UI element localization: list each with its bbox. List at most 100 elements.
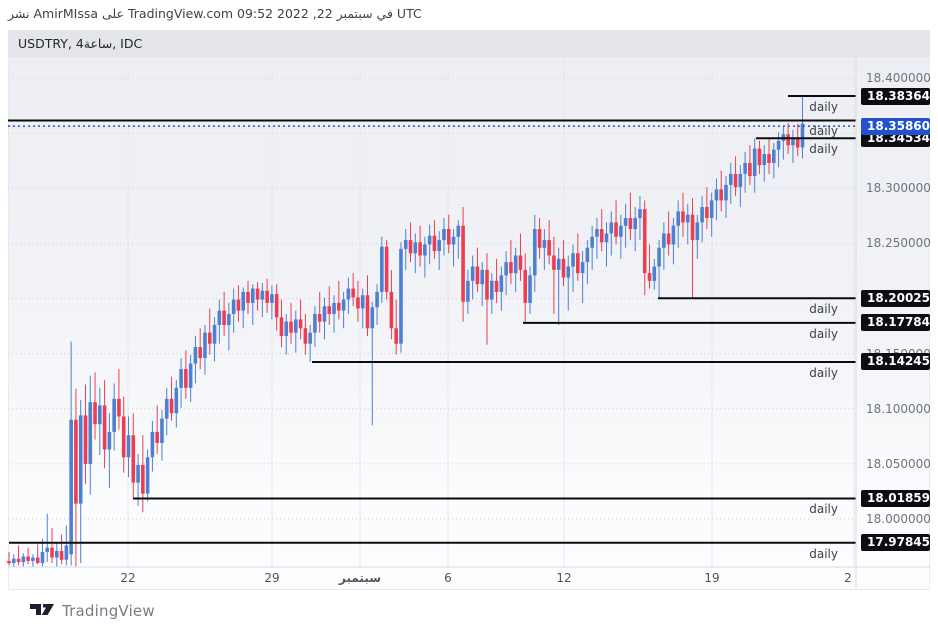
candle-body-down: [628, 218, 633, 230]
candle-body-up: [126, 435, 131, 458]
candle-body-down: [155, 431, 159, 443]
candle-body-down: [255, 288, 260, 300]
candle-body-up: [580, 262, 585, 274]
candle-body-down: [518, 255, 523, 270]
candle-body-up: [212, 324, 217, 344]
candle-body-up: [294, 319, 298, 333]
y-axis-label: 18.250000: [866, 236, 931, 251]
candle-body-down: [786, 134, 790, 146]
candle-body-down: [7, 560, 11, 564]
footer-brand[interactable]: TradingView: [30, 600, 155, 622]
candle-body-down: [408, 240, 413, 254]
price-level-label: 18.383646: [861, 87, 938, 105]
candle-body-down: [184, 369, 188, 388]
candle-body-up: [662, 233, 666, 248]
candle-body-down: [198, 347, 202, 359]
candle-body-up: [609, 222, 614, 234]
candle-body-up: [585, 247, 590, 263]
chart-widget-background: [8, 30, 930, 590]
candle-body-up: [743, 162, 747, 174]
x-axis-label: 19: [704, 571, 720, 585]
candle-body-down: [666, 233, 671, 245]
y-axis-label: 18.050000: [866, 456, 931, 471]
candle-body-up: [566, 266, 571, 278]
candle-body-up: [227, 313, 231, 325]
candle-body-up: [442, 229, 446, 241]
candle-body-up: [595, 229, 599, 237]
candle-body-up: [341, 299, 346, 311]
y-axis-label: 18.300000: [866, 181, 931, 196]
candle-body-up: [164, 398, 169, 419]
level-tag-daily: daily: [809, 546, 838, 561]
candle-body-up: [260, 290, 265, 300]
candle-body-down: [279, 317, 284, 336]
candle-body-up: [188, 363, 193, 388]
candle-body-up: [791, 137, 795, 146]
candle-body-up: [542, 240, 547, 248]
candle-body-down: [690, 214, 695, 241]
level-tag-daily: daily: [809, 302, 838, 317]
candle-body-up: [360, 295, 365, 309]
candle-body-down: [552, 255, 556, 270]
candle-body-down: [117, 398, 121, 417]
candle-body-up: [676, 211, 680, 226]
y-axis-label: 18.400000: [866, 71, 931, 85]
candle-body-up: [399, 248, 403, 344]
x-axis-label: سبتمبر: [338, 571, 381, 585]
candle-body-up: [776, 140, 781, 150]
candle-body-down: [289, 321, 293, 333]
candle-body-down: [384, 246, 389, 292]
candle-body-up: [604, 233, 609, 243]
chart-title-bar: USDTRY, 4ساعة, IDC: [8, 30, 930, 57]
candle-body-up: [700, 206, 704, 223]
level-tag-daily: daily: [809, 502, 838, 517]
candle-body-up: [451, 236, 456, 245]
candle-body-down: [298, 319, 303, 329]
candle-body-down: [207, 332, 212, 344]
candle-body-up: [322, 306, 327, 322]
candle-body-up: [590, 236, 594, 248]
candle-body-down: [576, 253, 580, 274]
x-axis-label: 12: [556, 571, 572, 585]
candle-body-up: [107, 431, 112, 450]
candle-body-down: [317, 313, 322, 322]
candle-body-down: [351, 288, 355, 298]
candle-body-up: [427, 235, 432, 245]
level-tag-daily: daily: [809, 365, 838, 380]
level-tag-daily: daily: [809, 124, 838, 139]
candle-body-down: [236, 299, 241, 311]
candle-body-down: [50, 547, 54, 558]
candle-body-up: [150, 431, 155, 458]
candle-body-up: [685, 214, 690, 223]
candle-body-up: [11, 558, 16, 564]
candle-body-up: [217, 310, 222, 325]
candle-body-up: [270, 294, 274, 303]
candle-body-up: [174, 387, 179, 414]
x-axis-label: 29: [264, 571, 280, 585]
candle-body-up: [332, 302, 336, 314]
candle-body-up: [513, 255, 518, 274]
candle-body-up: [346, 288, 351, 300]
candle-body-down: [26, 556, 30, 561]
candle-body-down: [131, 435, 136, 483]
candle-body-down: [681, 211, 685, 223]
candle-body-down: [303, 328, 308, 344]
candle-body-down: [509, 262, 513, 274]
candle-body-down: [795, 137, 800, 148]
candle-body-up: [752, 148, 757, 177]
candle-body-up: [423, 244, 427, 256]
candle-body-down: [16, 558, 21, 562]
candle-body-up: [403, 240, 408, 249]
price-level-label: 18.177842: [861, 314, 938, 332]
candle-body-down: [356, 297, 360, 309]
candle-body-up: [623, 218, 628, 226]
candle-body-up: [69, 419, 73, 555]
tradingview-logo-icon: [30, 604, 54, 615]
candle-body-up: [179, 369, 183, 388]
candle-body-down: [169, 398, 174, 414]
candle-body-up: [136, 464, 140, 483]
candle-body-up: [203, 332, 207, 359]
candle-body-up: [145, 457, 150, 494]
